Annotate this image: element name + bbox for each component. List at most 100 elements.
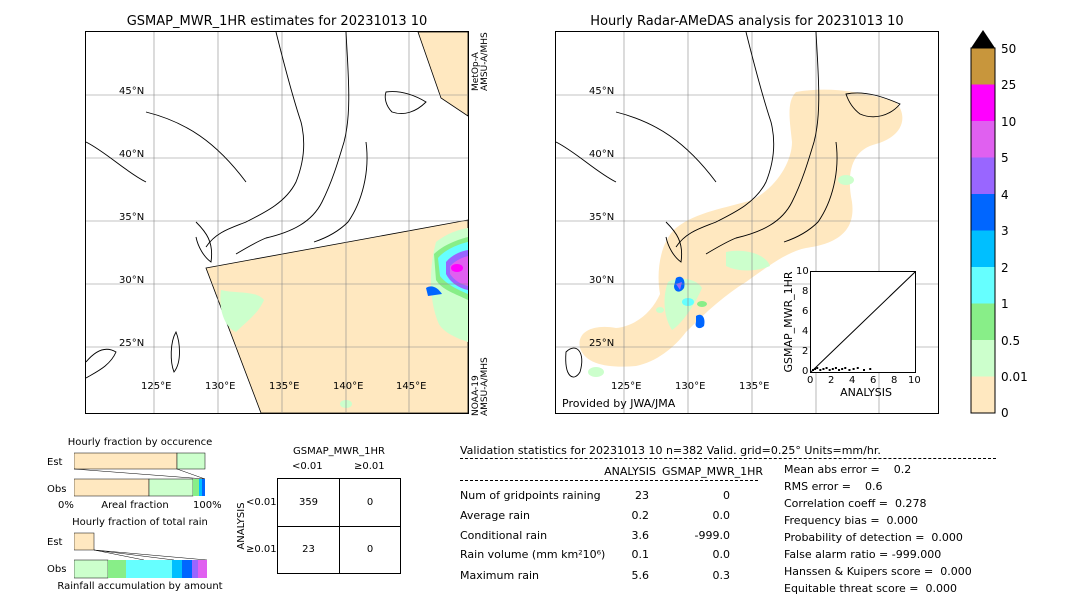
contingency-col-1: <0.01 <box>292 461 323 472</box>
tr-obs-bar-5 <box>182 560 192 578</box>
scatter-ylabel: GSMAP_MWR_1HR <box>782 271 795 373</box>
occurrence-chart <box>74 451 208 497</box>
occ-obs-bar-2 <box>148 478 194 497</box>
colorbar-swatch <box>971 376 995 414</box>
scatter-xtick-2: 2 <box>828 375 835 386</box>
occ-est-bar-2 <box>176 452 206 470</box>
contingency-cell-10: 23 <box>302 544 315 555</box>
tr-est-bar <box>74 532 95 551</box>
scatter-xtick-4: 4 <box>849 375 856 386</box>
lat-label-25: 25°N <box>119 338 145 349</box>
scatter-point <box>863 369 865 371</box>
validation-row-1-gsmap: 0 <box>723 489 730 502</box>
right-map-title: Hourly Radar-AMeDAS analysis for 2023101… <box>590 14 904 29</box>
scatter-ytick-0: 0 <box>802 366 809 377</box>
scatter-point <box>856 367 859 369</box>
tr-obs-bar-6 <box>192 560 198 578</box>
scatter-ytick-2: 2 <box>802 346 809 357</box>
contingency-cell-11: 0 <box>366 544 374 555</box>
validation-row-2-gsmap: 0.0 <box>712 509 731 522</box>
validation-row-4-label: Rain volume (mm km²10⁶) <box>460 548 606 561</box>
total-rain-est-label: Est <box>47 537 63 548</box>
r-lon-label-135: 135°E <box>739 381 770 392</box>
scatter-point <box>852 368 855 370</box>
left-map: 45°N 40°N 35°N 30°N 25°N 125°E 130°E 135… <box>85 31 469 414</box>
r-lat-label-40: 40°N <box>589 149 615 160</box>
occ-obs-bar-3 <box>193 479 199 496</box>
occurrence-axis-right: 100% <box>193 500 222 511</box>
cbar-label-10: 10 <box>1001 115 1017 129</box>
contingency-row-axis-wrap: ANALYSIS <box>236 478 250 574</box>
scatter-points <box>812 367 872 371</box>
score-corr: Correlation coeff = 0.278 <box>784 497 927 510</box>
cbar-label-3: 3 <box>1001 224 1009 238</box>
score-ets: Equitable threat score = 0.000 <box>784 582 957 595</box>
lon-label-130: 130°E <box>205 381 236 392</box>
occurrence-title: Hourly fraction by occurence <box>67 437 213 448</box>
scatter-inset <box>810 271 916 373</box>
scatter-point <box>816 367 819 369</box>
total-rain-obs-label: Obs <box>47 564 67 575</box>
validation-row-4-gsmap: 0.0 <box>712 548 731 561</box>
scatter-point <box>834 367 837 369</box>
colorbar-arrow <box>971 30 995 48</box>
scatter-point <box>831 368 834 370</box>
sat-top-line-2: AMSU-A/MHS <box>480 32 490 91</box>
validation-header: Validation statistics for 20231013 10 n=… <box>460 444 881 457</box>
scatter-point <box>838 369 841 371</box>
lat-label-35: 35°N <box>119 212 145 223</box>
scatter-point <box>869 368 872 370</box>
colorbar-swatches <box>971 48 995 414</box>
validation-row-5-label: Maximum rain <box>460 569 539 582</box>
scatter-xtick-6: 6 <box>870 375 877 386</box>
r-lat-label-25: 25°N <box>589 338 615 349</box>
occ-obs-bar-4 <box>199 479 202 496</box>
validation-row-2-label: Average rain <box>460 509 530 522</box>
cbar-label-50: 50 <box>1001 42 1017 56</box>
lat-label-45: 45°N <box>119 86 145 97</box>
scatter-point <box>812 369 815 371</box>
validation-row-3-gsmap: -999.0 <box>694 529 730 542</box>
occ-est-bar-1 <box>74 452 178 470</box>
scatter-point <box>828 369 831 371</box>
scatter-plot <box>811 272 915 372</box>
cbar-label-4: 4 <box>1001 188 1009 202</box>
scatter-xlabel: ANALYSIS <box>840 386 892 399</box>
colorbar-swatch <box>971 121 995 158</box>
score-freq-bias: Frequency bias = 0.000 <box>784 514 919 527</box>
occ-obs-bar-5 <box>202 479 205 496</box>
sat-bottom-line-2: AMSU-A/MHS <box>480 357 490 416</box>
occurrence-obs-label: Obs <box>47 484 67 495</box>
r-lat-label-35: 35°N <box>589 212 615 223</box>
contingency-cell-00: 359 <box>298 497 319 508</box>
scatter-point <box>819 369 822 371</box>
contingency-title: GSMAP_MWR_1HR <box>293 446 385 457</box>
scatter-point <box>822 368 825 370</box>
lat-label-40: 40°N <box>119 149 145 160</box>
tr-obs-bar-2 <box>108 560 126 578</box>
validation-row-1-label: Num of gridpoints raining <box>460 489 601 502</box>
tr-obs-bar-7 <box>198 560 207 578</box>
validation-row-3-analysis: 3.6 <box>631 529 650 542</box>
score-hk: Hanssen & Kuipers score = 0.000 <box>784 565 972 578</box>
score-mae: Mean abs error = 0.2 <box>784 463 912 476</box>
cbar-label-0-01: 0.01 <box>1001 370 1028 384</box>
scatter-xtick-10: 10 <box>908 375 921 386</box>
colorbar-swatch <box>971 48 995 85</box>
colorbar <box>970 30 996 414</box>
colorbar-swatch <box>971 194 995 231</box>
lon-label-135: 135°E <box>269 381 300 392</box>
scatter-diagonal <box>811 272 915 372</box>
validation-col-gsmap: GSMAP_MWR_1HR <box>662 465 764 478</box>
validation-row-4-analysis: 0.1 <box>631 548 650 561</box>
left-map-canvas <box>86 32 468 413</box>
total-rain-title: Hourly fraction of total rain <box>72 517 208 528</box>
colorbar-swatch <box>971 157 995 195</box>
cbar-label-0: 0 <box>1001 406 1009 420</box>
scatter-ytick-8: 8 <box>802 286 809 297</box>
lon-label-145: 145°E <box>396 381 427 392</box>
scatter-ytick-6: 6 <box>802 306 809 317</box>
lon-label-140: 140°E <box>333 381 364 392</box>
contingency-cell-01: 0 <box>366 497 374 508</box>
left-map-title: GSMAP_MWR_1HR estimates for 20231013 10 <box>126 14 428 29</box>
